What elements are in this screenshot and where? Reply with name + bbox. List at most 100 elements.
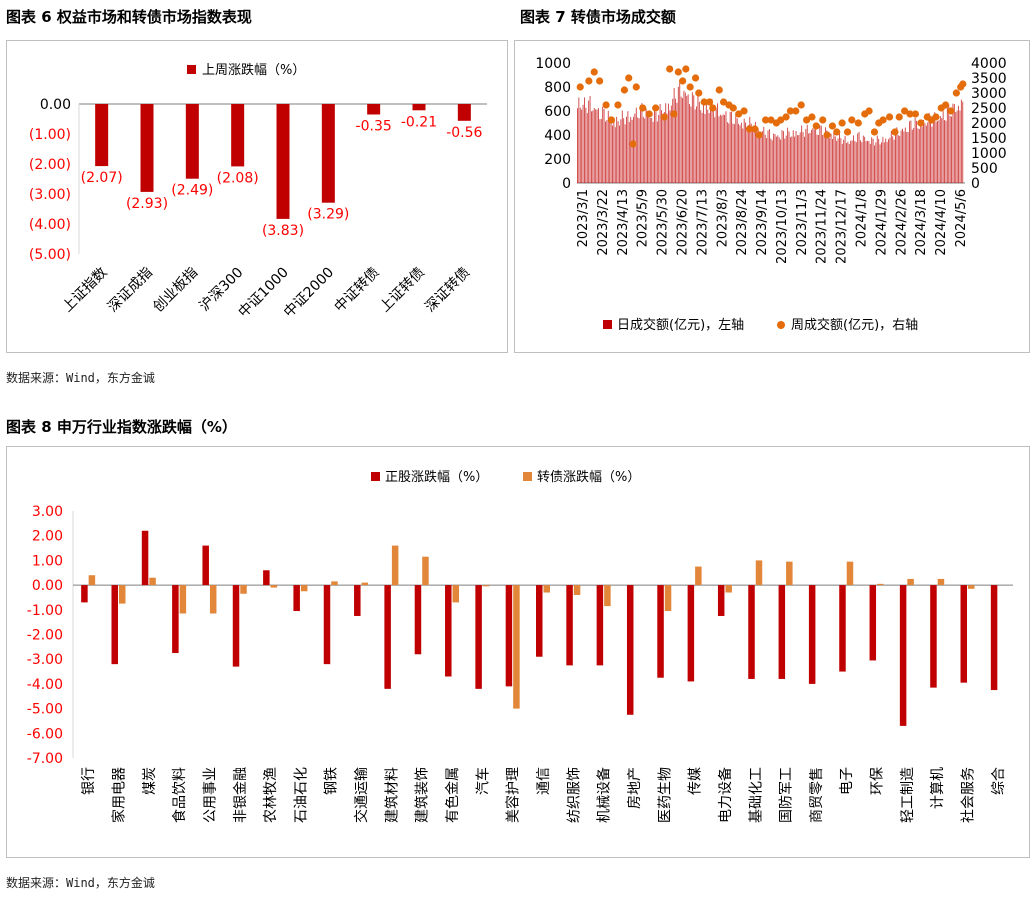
fig8-y-tick: -1.00	[27, 603, 63, 619]
fig7-weekly-point	[917, 119, 925, 127]
fig7-daily-bar	[817, 135, 819, 183]
fig7-daily-bar	[736, 118, 738, 183]
fig7-daily-bar	[623, 118, 625, 183]
fig7-daily-bar	[670, 105, 672, 183]
fig7-daily-bar	[662, 116, 664, 183]
fig8-bar-cb	[907, 578, 914, 586]
fig7-daily-bar	[689, 104, 690, 183]
fig8-source: 数据来源：Wind，东方金诚	[6, 876, 155, 890]
fig7-right-tick: 0	[971, 176, 980, 192]
fig7-daily-bar	[711, 98, 713, 183]
fig7-weekly-point	[879, 116, 887, 124]
fig7-daily-bar	[764, 134, 766, 183]
fig7-daily-bar	[843, 139, 845, 183]
fig6-bar	[140, 104, 154, 192]
fig7-daily-bar	[599, 119, 601, 183]
fig7-x-tick: 2023/8/3	[715, 189, 730, 247]
fig7-daily-bar	[638, 118, 640, 183]
fig7-daily-bar	[934, 112, 936, 183]
fig7-daily-bar	[899, 135, 901, 183]
fig6-bar	[457, 104, 471, 121]
fig6-x-tick: 创业板指	[150, 265, 201, 316]
fig7-daily-bar	[917, 128, 919, 183]
fig7-left-tick: 1000	[535, 56, 571, 72]
fig7-weekly-point	[959, 80, 967, 88]
fig6-bar	[95, 104, 109, 167]
fig8-bar-stock	[899, 585, 907, 726]
fig7-daily-bar	[895, 131, 896, 183]
fig8-x-tick: 交通运输	[353, 767, 370, 823]
fig8-bar-cb	[513, 585, 520, 709]
fig7-daily-bar	[595, 109, 597, 183]
fig7-daily-bar	[812, 128, 814, 183]
fig8-bar-stock	[778, 585, 786, 679]
fig8-bar-stock	[566, 585, 573, 666]
fig7-daily-bar	[757, 128, 759, 183]
fig7-daily-bar	[813, 129, 815, 183]
fig6-data-label: (3.29)	[307, 207, 349, 223]
fig7-x-tick: 2023/5/9	[636, 189, 651, 247]
fig7-daily-bar	[627, 111, 629, 183]
fig7-daily-bar	[725, 111, 727, 183]
fig7-weekly-point	[762, 116, 770, 124]
fig7-daily-bar	[888, 139, 889, 183]
fig7-daily-bar	[732, 123, 734, 183]
fig7-daily-bar	[605, 121, 606, 183]
fig8-bar-stock	[990, 585, 998, 691]
fig7-left-tick: 200	[544, 152, 571, 168]
fig7-daily-bar	[935, 121, 937, 183]
fig7-daily-bar	[882, 137, 884, 183]
fig7-daily-bar	[735, 114, 737, 183]
fig7-daily-bar	[836, 140, 838, 183]
fig7-daily-bar	[896, 127, 898, 183]
fig7-left-tick: 0	[562, 176, 571, 192]
fig6-title: 图表 6 权益市场和转债市场指数表现	[6, 8, 252, 26]
fig7-daily-bar	[773, 133, 775, 183]
fig7-daily-bar	[743, 118, 745, 183]
fig7-daily-bar	[633, 116, 634, 183]
fig7-daily-bar	[759, 134, 761, 183]
fig7-weekly-point	[952, 89, 960, 97]
fig6-y-tick: (1.00)	[29, 127, 71, 143]
fig7-daily-bar	[839, 132, 840, 183]
fig7-daily-bar	[846, 143, 847, 183]
fig8-x-tick: 家用电器	[110, 767, 127, 823]
fig7-daily-bar	[806, 124, 808, 183]
fig7-x-tick: 2023/5/30	[656, 189, 671, 256]
fig7-daily-bar	[705, 103, 707, 183]
fig7-daily-bar	[582, 104, 584, 183]
fig7-weekly-point	[870, 128, 879, 136]
fig7-daily-bar	[809, 132, 811, 183]
fig7-weekly-point	[666, 65, 674, 73]
fig7-daily-bar	[893, 139, 895, 183]
fig7-daily-bar	[584, 97, 585, 183]
fig7-daily-bar	[767, 130, 769, 183]
fig7-daily-bar	[833, 132, 835, 183]
fig7-daily-bar	[704, 113, 706, 183]
fig7-daily-bar	[679, 80, 681, 183]
fig7-daily-bar	[715, 108, 717, 183]
fig7-daily-bar	[799, 132, 801, 183]
fig7-daily-bar	[904, 127, 906, 183]
fig7-x-tick: 2023/4/13	[616, 189, 631, 256]
fig7-x-tick: 2023/9/14	[755, 189, 770, 256]
fig7-weekly-point	[620, 86, 629, 94]
fig7-daily-bar	[753, 126, 755, 183]
fig7-daily-bar	[931, 126, 933, 183]
fig7-daily-bar	[858, 131, 860, 183]
fig7-daily-bar	[927, 122, 929, 183]
fig7-daily-bar	[923, 119, 924, 183]
fig7-daily-bar	[857, 133, 859, 183]
fig7-daily-bar	[617, 121, 619, 183]
fig8-y-tick: -7.00	[27, 751, 63, 767]
fig7-daily-bar	[837, 138, 839, 183]
fig7-daily-bar	[910, 120, 912, 183]
fig7-daily-bar	[824, 127, 826, 183]
fig7-daily-bar	[850, 140, 852, 183]
fig8-x-tick: 电子	[839, 767, 855, 795]
fig7-daily-bar	[742, 128, 744, 183]
fig7-weekly-point	[682, 65, 690, 73]
fig8-chart: 正股涨跌幅（%） 转债涨跌幅（%） 3.00 2.00 1.00 0.00 -1.00 -…	[27, 469, 1013, 823]
fig7-daily-bar	[830, 133, 832, 183]
fig7-daily-bar	[958, 105, 960, 183]
